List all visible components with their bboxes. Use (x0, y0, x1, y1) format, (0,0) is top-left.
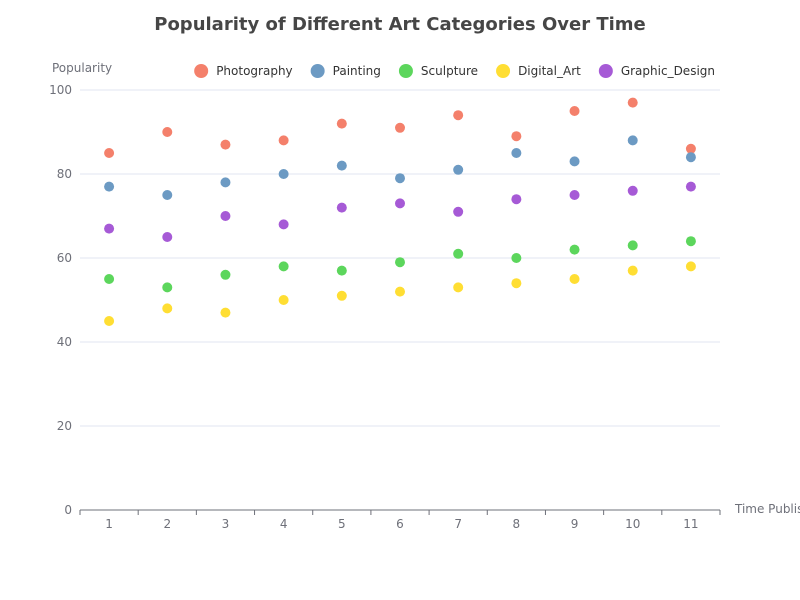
data-point[interactable] (569, 106, 580, 116)
data-point[interactable] (685, 181, 696, 192)
data-point[interactable] (453, 206, 464, 217)
data-point[interactable] (627, 135, 638, 146)
data-point[interactable] (220, 269, 231, 280)
data-point[interactable] (162, 303, 173, 314)
data-point[interactable] (336, 202, 347, 213)
legend-marker[interactable] (398, 64, 413, 78)
data-point[interactable] (569, 190, 580, 200)
data-point[interactable] (511, 253, 522, 263)
data-point[interactable] (278, 295, 289, 305)
data-point[interactable] (336, 160, 347, 171)
legend-label: Sculpture (421, 64, 478, 78)
data-point[interactable] (336, 290, 347, 301)
legend-marker[interactable] (598, 64, 613, 78)
data-point[interactable] (395, 198, 405, 209)
legend-marker[interactable] (496, 64, 511, 78)
data-point[interactable] (395, 286, 405, 297)
data-point[interactable] (569, 274, 580, 284)
series-photography (104, 97, 696, 158)
legend-label: Graphic_Design (621, 64, 715, 78)
data-point[interactable] (685, 152, 696, 163)
data-point[interactable] (685, 143, 696, 154)
data-point[interactable] (453, 110, 464, 121)
data-point[interactable] (278, 135, 289, 146)
y-tick-label: 0 (64, 503, 72, 517)
data-point[interactable] (511, 131, 522, 142)
data-point[interactable] (627, 240, 638, 251)
chart-title: Popularity of Different Art Categories O… (154, 14, 646, 35)
legend-label: Photography (216, 64, 292, 78)
data-point[interactable] (453, 248, 464, 259)
axes: 0 20 40 60 80 100 1 2 3 4 5 6 7 8 9 10 11 (49, 83, 721, 531)
data-points (104, 97, 696, 326)
legend: Graphic_Design Digital_Art Sculpture Painti… (194, 64, 715, 78)
data-point[interactable] (395, 122, 405, 133)
x-tick-label: 5 (338, 517, 346, 531)
data-point[interactable] (627, 265, 638, 276)
data-point[interactable] (162, 190, 173, 200)
data-point[interactable] (685, 236, 696, 247)
x-axis-label: Time Published (734, 502, 800, 516)
data-point[interactable] (511, 148, 522, 158)
series-graphic-design (104, 181, 696, 242)
data-point[interactable] (336, 118, 347, 129)
series-painting (104, 135, 696, 200)
data-point[interactable] (104, 316, 115, 326)
y-axis-label: Popularity (52, 61, 112, 75)
x-tick-label: 2 (163, 517, 171, 531)
data-point[interactable] (453, 164, 464, 175)
data-point[interactable] (104, 148, 115, 158)
x-tick-label: 9 (571, 517, 579, 531)
data-point[interactable] (627, 97, 638, 108)
data-point[interactable] (220, 307, 231, 318)
x-tick-label: 7 (454, 517, 462, 531)
data-point[interactable] (162, 282, 173, 293)
data-point[interactable] (162, 127, 173, 137)
data-point[interactable] (278, 169, 289, 179)
data-point[interactable] (278, 219, 289, 230)
data-point[interactable] (162, 232, 173, 242)
data-point[interactable] (453, 282, 464, 293)
data-point[interactable] (278, 261, 289, 272)
y-tick-label: 20 (57, 419, 72, 433)
data-point[interactable] (104, 274, 115, 284)
data-point[interactable] (395, 173, 405, 184)
data-point[interactable] (104, 181, 115, 192)
x-tick-label: 10 (625, 517, 640, 531)
x-tick-label: 6 (396, 517, 404, 531)
x-tick-label: 1 (105, 517, 113, 531)
series-digital-art (104, 261, 696, 326)
x-tick-label: 8 (513, 517, 521, 531)
series-sculpture (104, 236, 696, 293)
legend-marker[interactable] (194, 64, 209, 78)
data-point[interactable] (627, 185, 638, 196)
y-tick-label: 80 (57, 167, 72, 181)
y-tick-label: 60 (57, 251, 72, 265)
legend-label: Painting (333, 64, 381, 78)
data-point[interactable] (220, 177, 231, 188)
x-tick-label: 3 (222, 517, 230, 531)
data-point[interactable] (685, 261, 696, 272)
legend-label: Digital_Art (518, 64, 581, 78)
data-point[interactable] (104, 223, 115, 234)
data-point[interactable] (220, 211, 231, 221)
data-point[interactable] (569, 244, 580, 255)
data-point[interactable] (511, 278, 522, 289)
data-point[interactable] (220, 139, 231, 150)
y-tick-label: 100 (49, 83, 72, 97)
x-tick-label: 11 (683, 517, 698, 531)
x-tick-label: 4 (280, 517, 288, 531)
data-point[interactable] (511, 194, 522, 205)
data-point[interactable] (336, 265, 347, 276)
y-tick-label: 40 (57, 335, 72, 349)
data-point[interactable] (569, 156, 580, 167)
data-point[interactable] (395, 257, 405, 268)
legend-marker[interactable] (310, 64, 325, 78)
